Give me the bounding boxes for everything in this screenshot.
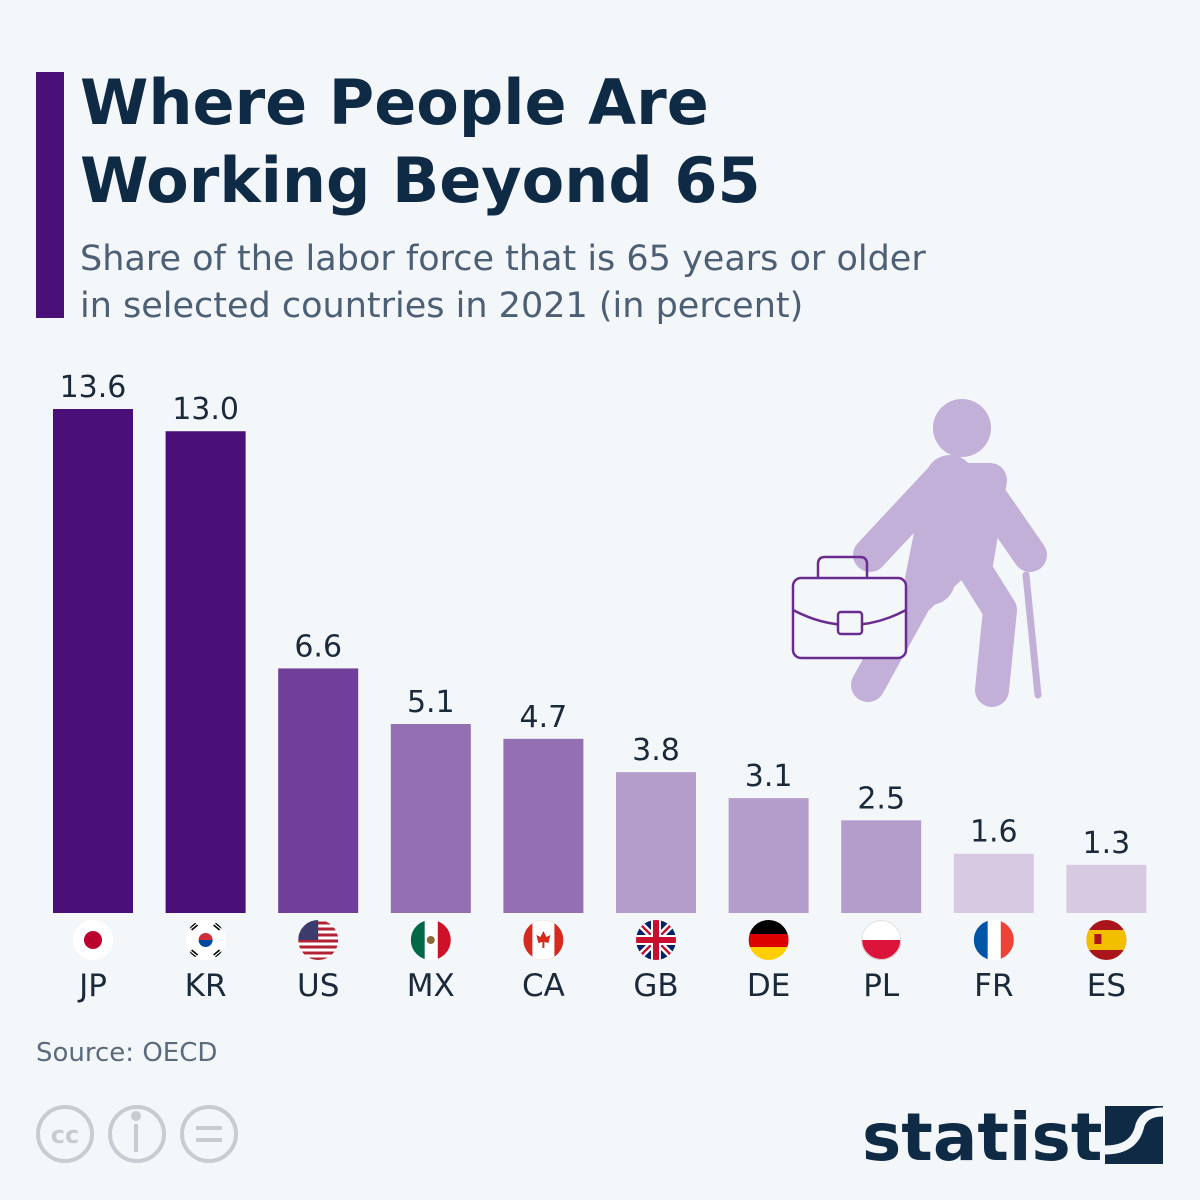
- flag: [185, 920, 226, 960]
- cc-icon: cc: [51, 1121, 79, 1149]
- value-label: 13.0: [172, 392, 239, 427]
- value-label: 5.1: [407, 685, 455, 720]
- value-label: 1.3: [1083, 826, 1131, 861]
- x-tick-label: GB: [633, 968, 678, 1004]
- brand-icon: [1104, 1106, 1164, 1164]
- x-tick-label: PL: [863, 968, 900, 1004]
- flag: [973, 920, 1014, 960]
- x-tick-label: JP: [77, 968, 107, 1004]
- flag: [410, 920, 451, 960]
- bar: [1066, 864, 1147, 913]
- bar: [616, 772, 696, 913]
- value-label: 2.5: [857, 781, 905, 816]
- value-label: 1.6: [970, 815, 1018, 850]
- x-tick-label: FR: [974, 968, 1013, 1004]
- x-tick-label: CA: [522, 968, 565, 1004]
- value-label: 13.6: [60, 370, 127, 405]
- value-label: 3.1: [745, 759, 793, 794]
- x-tick-label: US: [297, 968, 339, 1004]
- bar: [503, 738, 584, 913]
- flag: [636, 920, 676, 960]
- person-icon: [791, 399, 1047, 707]
- flags: [73, 920, 1127, 960]
- source: Source: OECD: [36, 1038, 217, 1068]
- flag: [73, 920, 113, 960]
- bar: [728, 798, 809, 913]
- x-tick-label: KR: [185, 968, 227, 1004]
- chart-subtitle: Share of the labor force that is 65 year…: [80, 239, 926, 279]
- flag: [523, 920, 564, 960]
- bar: [841, 820, 922, 913]
- flag: [861, 920, 902, 960]
- value-label: 4.7: [520, 700, 568, 735]
- flag: [1086, 920, 1127, 960]
- bar: [278, 668, 359, 913]
- license-icons: [36, 1105, 238, 1163]
- chart-subtitle: in selected countries in 2021 (in percen…: [80, 286, 803, 326]
- x-tick-label: DE: [747, 968, 790, 1004]
- bar: [165, 431, 246, 913]
- flag: [748, 920, 789, 960]
- bar: [53, 409, 133, 913]
- chart-title: Working Beyond 65: [80, 144, 761, 217]
- chart-title: Where People Are: [80, 66, 709, 139]
- bar: [390, 724, 471, 913]
- bar: [953, 853, 1034, 913]
- x-tick-label: ES: [1087, 968, 1126, 1004]
- accent-bar: [36, 72, 64, 318]
- brand: statista: [862, 1099, 1147, 1176]
- x-tick-label: MX: [407, 968, 455, 1004]
- value-label: 6.6: [294, 629, 342, 664]
- flag: [298, 920, 339, 960]
- value-label: 3.8: [632, 733, 680, 768]
